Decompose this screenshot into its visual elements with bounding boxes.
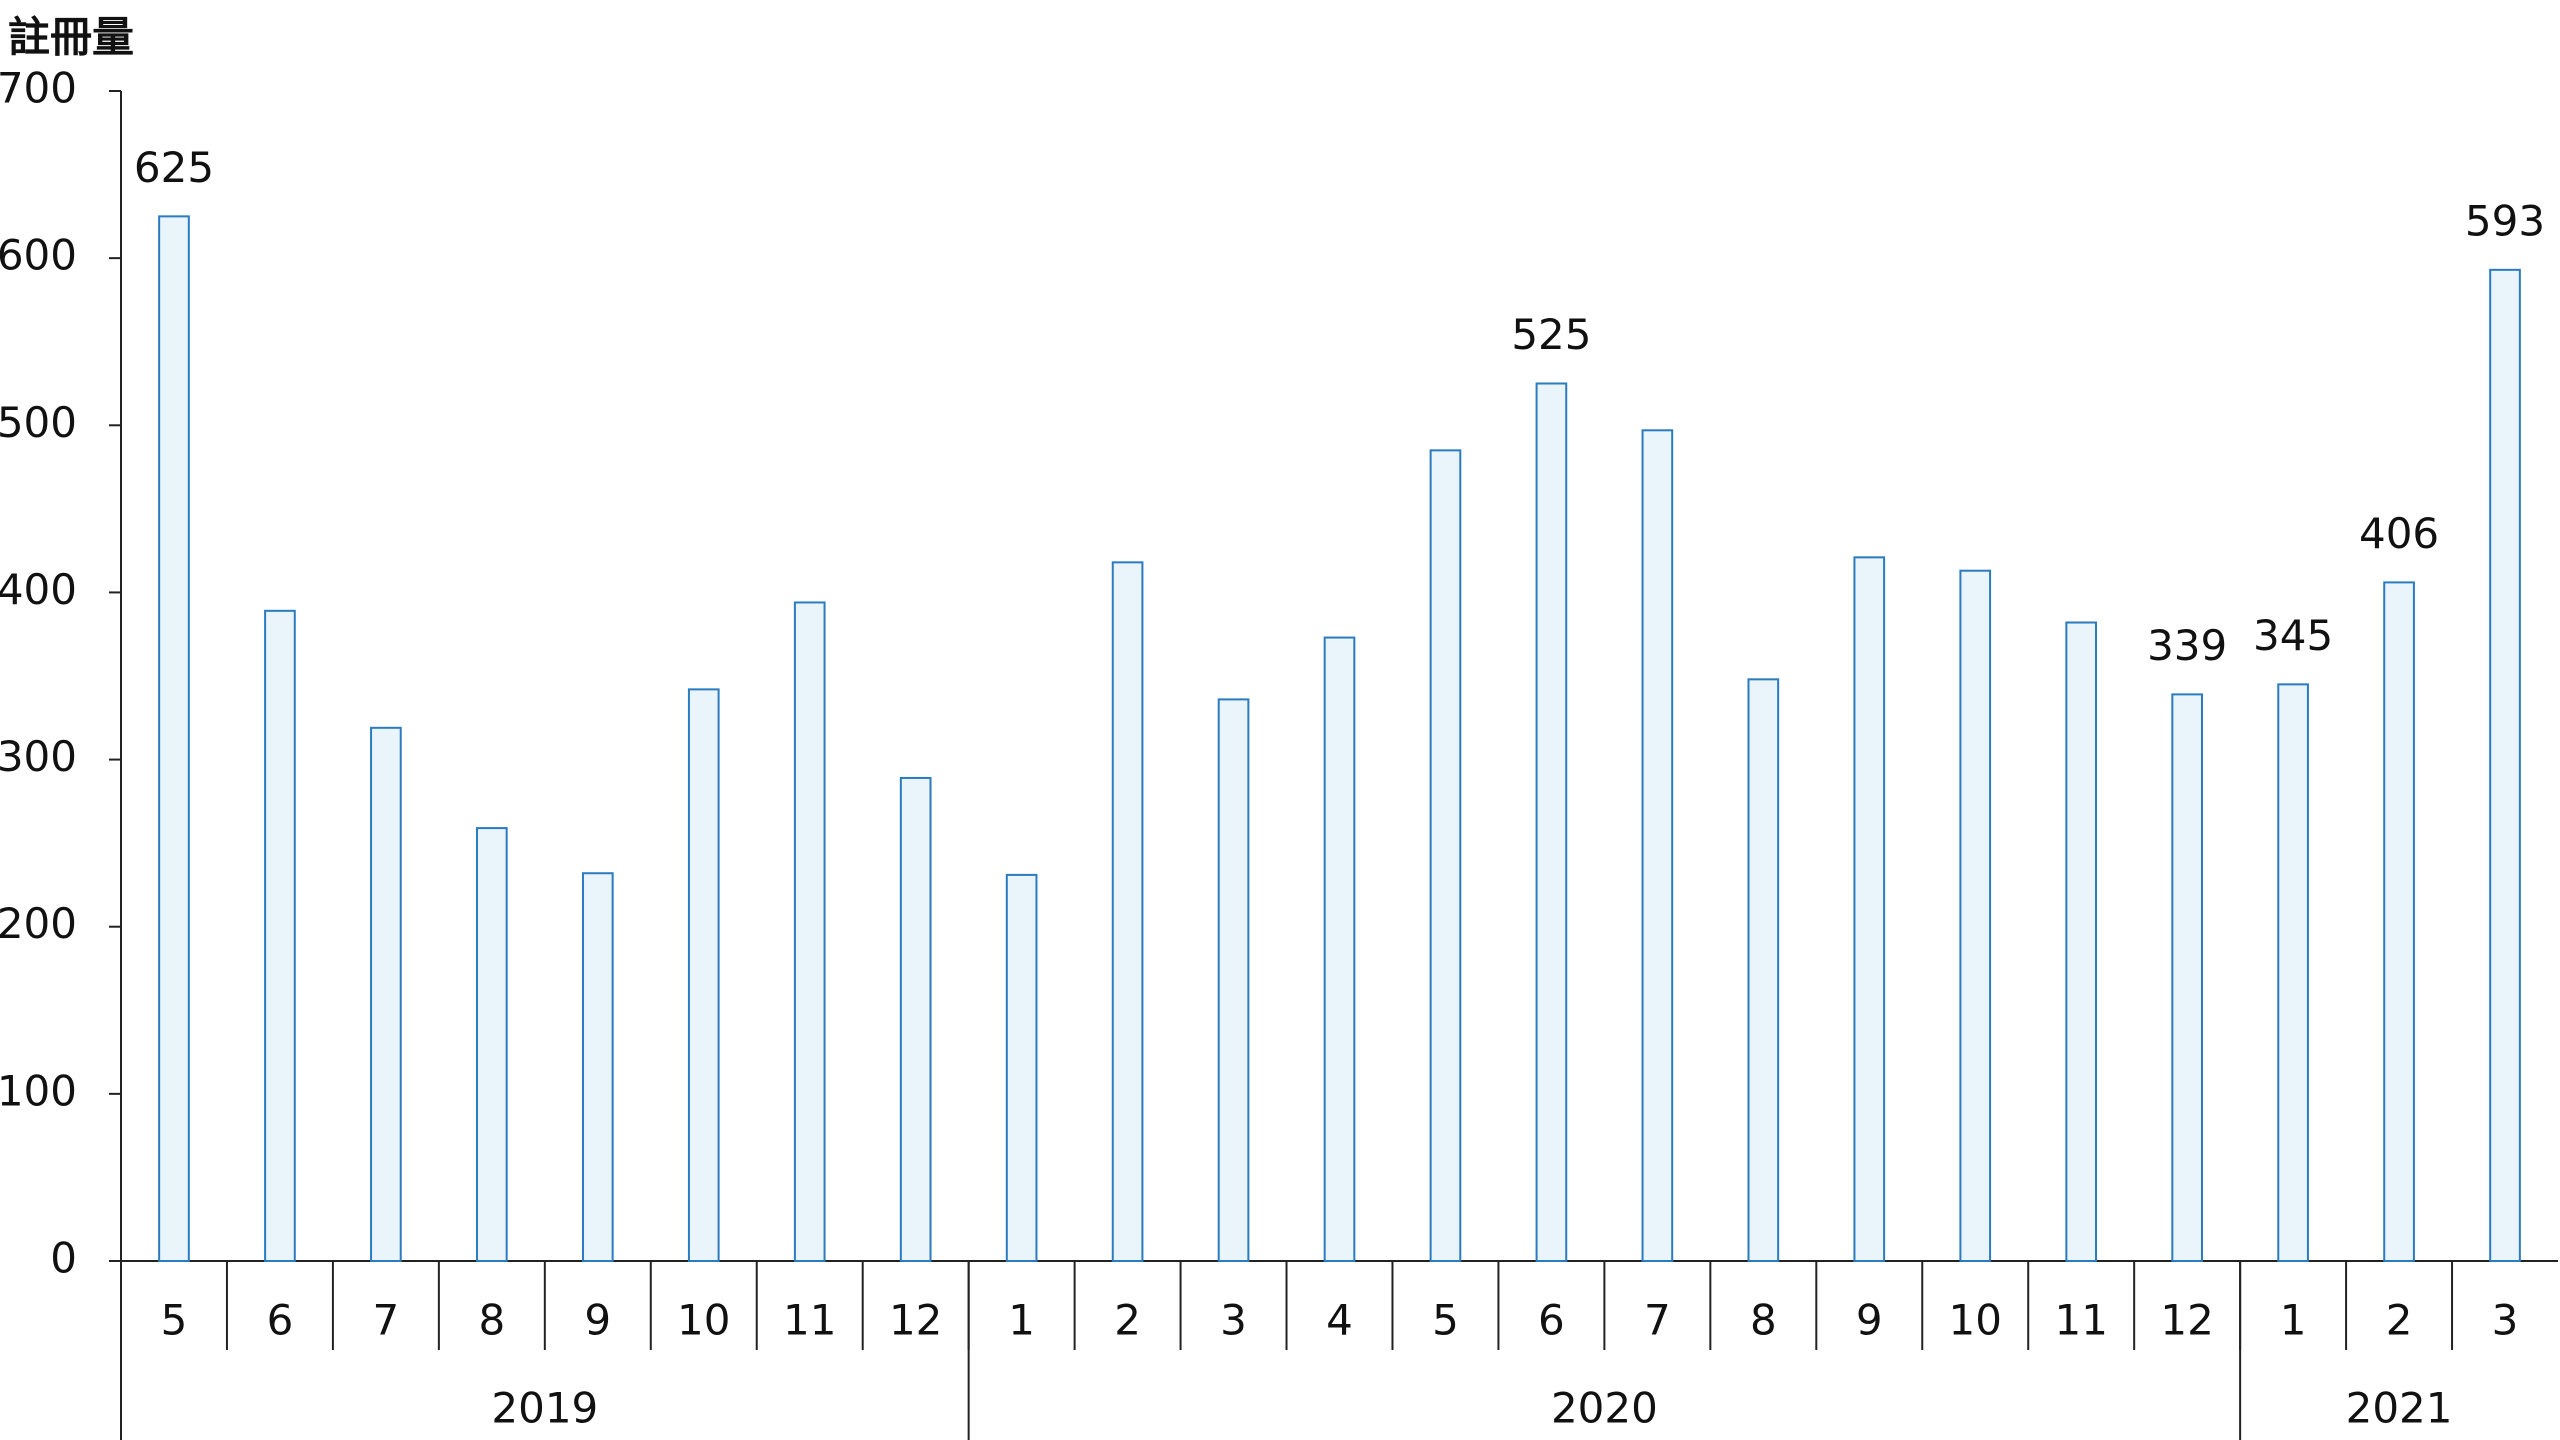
bar (1747, 678, 1780, 1262)
bar (1005, 873, 1038, 1263)
group-label: 2021 (2346, 1384, 2453, 1433)
bar (1641, 429, 1674, 1262)
value-label: 345 (2253, 611, 2333, 660)
bar (1959, 569, 1992, 1262)
x-tick-label: 1 (1008, 1296, 1035, 1345)
bar (2277, 683, 2309, 1262)
bar (1323, 636, 1356, 1262)
group-label: 2020 (1551, 1384, 1658, 1433)
bar (899, 776, 932, 1262)
bar (1535, 382, 1568, 1262)
y-tick-label: 100 (0, 1066, 77, 1115)
y-tick-label: 0 (50, 1234, 77, 1283)
chart-title: 註冊量 (8, 13, 134, 62)
bar (2171, 693, 2203, 1262)
bar (264, 609, 296, 1262)
group-label: 2019 (491, 1384, 598, 1433)
x-tick-label: 9 (1856, 1296, 1883, 1345)
bar (158, 215, 190, 1262)
bar (476, 827, 508, 1262)
bar (2489, 268, 2521, 1263)
bar (2065, 621, 2098, 1262)
x-tick-label: 10 (1949, 1296, 2002, 1345)
x-tick-label: 7 (1644, 1296, 1671, 1345)
y-tick-label: 600 (0, 231, 77, 280)
value-label: 406 (2359, 509, 2439, 558)
bar (687, 688, 720, 1262)
value-label: 625 (134, 143, 214, 192)
value-label: 525 (1511, 310, 1591, 359)
bar (793, 601, 826, 1262)
x-tick-label: 8 (1750, 1296, 1777, 1345)
x-tick-label: 5 (1432, 1296, 1459, 1345)
x-tick-label: 6 (267, 1296, 294, 1345)
x-tick-label: 2 (2386, 1296, 2413, 1345)
x-tick-label: 3 (1220, 1296, 1247, 1345)
y-tick-label: 400 (0, 565, 77, 614)
x-tick-label: 12 (2160, 1296, 2213, 1345)
bar (581, 872, 614, 1262)
x-tick-label: 1 (2280, 1296, 2307, 1345)
bar (2383, 581, 2415, 1262)
x-tick-label: 12 (889, 1296, 942, 1345)
y-tick-label: 200 (0, 899, 77, 948)
x-tick-label: 6 (1538, 1296, 1565, 1345)
x-tick-label: 9 (584, 1296, 611, 1345)
bar (1429, 449, 1462, 1263)
y-tick-label: 300 (0, 732, 77, 781)
bar (370, 726, 402, 1262)
x-tick-label: 3 (2492, 1296, 2519, 1345)
x-tick-label: 2 (1114, 1296, 1141, 1345)
x-tick-label: 5 (161, 1296, 188, 1345)
value-label: 593 (2465, 196, 2545, 245)
y-tick-label: 700 (0, 64, 77, 113)
value-label: 339 (2147, 621, 2227, 670)
x-tick-label: 11 (2054, 1296, 2107, 1345)
x-tick-label: 7 (373, 1296, 400, 1345)
x-tick-label: 11 (783, 1296, 836, 1345)
bar (1853, 556, 1886, 1262)
bar (1217, 698, 1250, 1262)
x-tick-label: 8 (478, 1296, 505, 1345)
x-tick-label: 4 (1326, 1296, 1353, 1345)
x-tick-label: 10 (677, 1296, 730, 1345)
y-tick-label: 500 (0, 398, 77, 447)
bar (1111, 561, 1144, 1262)
